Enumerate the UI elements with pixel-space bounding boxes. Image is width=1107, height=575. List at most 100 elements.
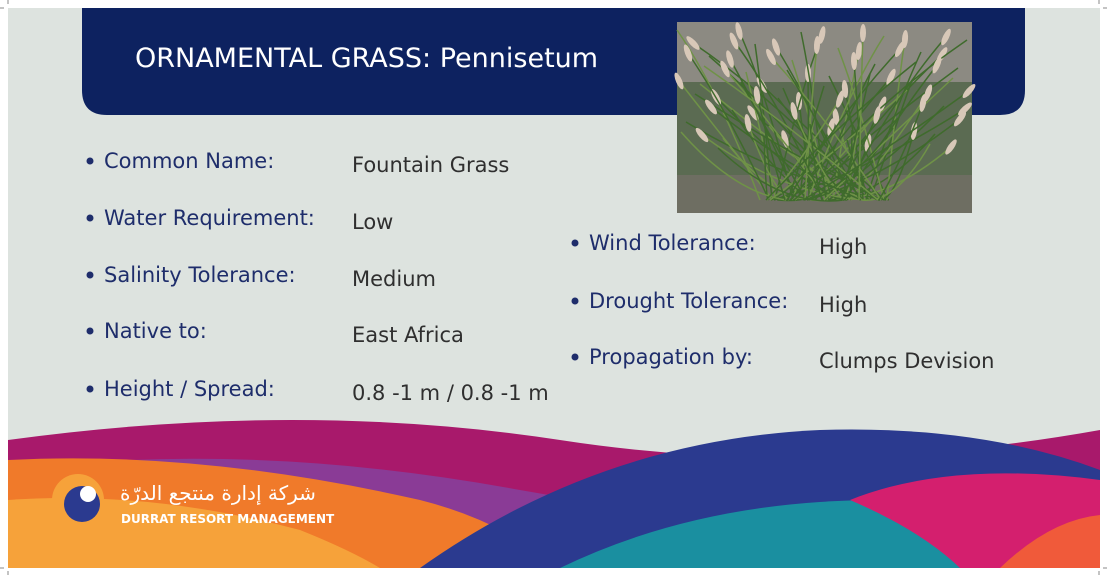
attribute-label: Height / Spread: bbox=[104, 377, 275, 401]
grass-blade bbox=[703, 65, 879, 201]
attribute-value: High bbox=[819, 293, 867, 317]
grass-blade bbox=[845, 101, 862, 201]
grass-blade bbox=[861, 143, 931, 201]
bullet bbox=[86, 271, 94, 279]
attribute-label: Wind Tolerance: bbox=[589, 231, 756, 255]
grass-plume bbox=[744, 114, 752, 132]
header-title: ORNAMENTAL GRASS: Pennisetum bbox=[135, 43, 598, 74]
grass-plume bbox=[919, 94, 927, 112]
bullet bbox=[86, 157, 94, 165]
bullet bbox=[571, 239, 579, 247]
grass-plume bbox=[827, 118, 835, 136]
grass-blade bbox=[786, 69, 861, 201]
plant-photo bbox=[674, 22, 976, 213]
grass-plume bbox=[674, 72, 684, 90]
grass-plume bbox=[855, 42, 863, 60]
attribute-value: Clumps Devision bbox=[819, 349, 995, 373]
grass-plume bbox=[886, 68, 896, 86]
grass-blade bbox=[747, 122, 790, 201]
grass-blade bbox=[878, 102, 924, 201]
grass-plume bbox=[790, 102, 798, 120]
attribute-value: East Africa bbox=[352, 323, 464, 347]
logo-english: DURRAT RESORT MANAGEMENT bbox=[121, 512, 335, 526]
grass-plume bbox=[859, 24, 867, 42]
grass-plume bbox=[729, 32, 739, 50]
grass-blade bbox=[823, 77, 954, 201]
grass-blade bbox=[806, 118, 961, 201]
attribute-label: Water Requirement: bbox=[104, 206, 315, 230]
grass-plume bbox=[753, 86, 761, 104]
grass-plume bbox=[720, 60, 730, 78]
grass-plume bbox=[818, 26, 826, 44]
attribute-value: 0.8 -1 m / 0.8 -1 m bbox=[352, 381, 549, 405]
grass-plume bbox=[683, 44, 693, 62]
attribute-label: Salinity Tolerance: bbox=[104, 263, 296, 287]
grass-blade bbox=[770, 126, 832, 201]
logo: شركة إدارة منتجع الدرّة DURRAT RESORT MA… bbox=[52, 474, 335, 526]
grass-blade bbox=[740, 81, 807, 201]
grass-blade bbox=[733, 40, 824, 201]
grass-plume bbox=[932, 56, 942, 74]
grass-plume bbox=[686, 36, 700, 50]
grass-plume bbox=[910, 122, 918, 140]
attribute-label: Drought Tolerance: bbox=[589, 289, 788, 313]
grass-plume bbox=[850, 52, 858, 70]
bullet bbox=[571, 297, 579, 305]
grass-plume bbox=[958, 102, 972, 116]
grass-blade bbox=[869, 79, 913, 201]
grass-plume bbox=[873, 106, 881, 124]
grass-blade bbox=[769, 89, 908, 201]
grass-blade bbox=[768, 125, 869, 201]
attribute-label: Common Name: bbox=[104, 149, 274, 173]
grass-plume bbox=[695, 127, 709, 143]
logo-arabic: شركة إدارة منتجع الدرّة bbox=[120, 481, 316, 506]
grass-blade bbox=[865, 51, 922, 201]
grass-blade bbox=[848, 92, 929, 201]
attribute-label: Native to: bbox=[104, 319, 207, 343]
grass-plume bbox=[953, 111, 967, 127]
attribute-value: Fountain Grass bbox=[352, 153, 509, 177]
grass-blade bbox=[756, 94, 786, 201]
bullet bbox=[86, 214, 94, 222]
grass-blade bbox=[786, 48, 901, 201]
grass-plume bbox=[813, 36, 821, 54]
bullet bbox=[571, 353, 579, 361]
grass-plume bbox=[945, 139, 957, 155]
attribute-value: High bbox=[819, 235, 867, 259]
decorative-waves bbox=[8, 420, 1100, 568]
grass-blade bbox=[793, 110, 844, 201]
grass-blade bbox=[840, 36, 947, 201]
grass-plume bbox=[766, 48, 776, 66]
grass-blade bbox=[802, 90, 970, 201]
grass-blade bbox=[717, 147, 845, 202]
grass-blade bbox=[886, 38, 906, 201]
grass-plume bbox=[747, 105, 759, 121]
grass-plume bbox=[894, 40, 906, 58]
grass-plume bbox=[735, 22, 743, 40]
grass-plume bbox=[705, 99, 717, 115]
grass-blade bbox=[770, 56, 882, 201]
attribute-label: Propagation by: bbox=[589, 345, 753, 369]
grass-blade bbox=[804, 44, 818, 201]
bullet bbox=[86, 327, 94, 335]
grass-blade bbox=[809, 123, 823, 201]
grass-plume bbox=[795, 92, 803, 110]
grass-blade bbox=[882, 130, 915, 201]
grass-blade bbox=[680, 131, 787, 201]
grass-blade bbox=[800, 31, 827, 201]
grass-plume bbox=[835, 90, 845, 108]
grass-blade bbox=[841, 73, 871, 201]
grass-blade bbox=[738, 30, 794, 201]
grass-blade bbox=[765, 61, 917, 201]
grass-plume bbox=[771, 38, 781, 56]
grass-blade bbox=[858, 32, 864, 201]
grass-plume bbox=[962, 83, 976, 99]
attribute-value: Low bbox=[352, 210, 393, 234]
grass-blade bbox=[787, 85, 825, 201]
grass-plume bbox=[726, 50, 734, 68]
grass-blade bbox=[754, 43, 773, 201]
grass-plume bbox=[781, 130, 789, 148]
